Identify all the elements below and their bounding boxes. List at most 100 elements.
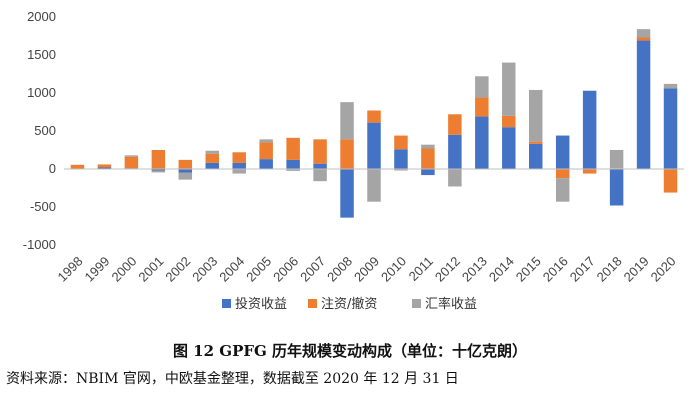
x-tick-label: 2009 (351, 254, 382, 285)
bar-1999-注资/撤资 (97, 164, 112, 168)
bar-2009-注资/撤资 (367, 110, 381, 123)
y-tick-label: 1000 (27, 85, 56, 100)
bar-2005-注资/撤资 (259, 142, 273, 160)
bar-2019-注资/撤资 (636, 37, 651, 41)
bar-2004-投资收益 (232, 162, 246, 169)
bar-2018-汇率收益 (609, 150, 624, 169)
bar-2020-注资/撤资 (663, 169, 678, 193)
bar-2010-注资/撤资 (394, 135, 408, 150)
legend-label: 投资收益 (235, 296, 287, 312)
figure-caption: 图 12 GPFG 历年规模变动构成（单位：十亿克朗） (172, 342, 528, 360)
x-tick-label: 2015 (513, 254, 544, 285)
source-note: 资料来源：NBIM 官网，中欧基金整理，数据截至 2020 年 12 月 31 … (6, 371, 459, 387)
y-tick-label: 2000 (27, 9, 56, 24)
bar-2015-注资/撤资 (529, 141, 543, 144)
bar-2003-注资/撤资 (205, 153, 219, 163)
bar-2020-投资收益 (663, 88, 678, 169)
bar-2014-注资/撤资 (502, 115, 516, 128)
bar-2017-注资/撤资 (582, 169, 597, 174)
x-tick-label: 2012 (432, 254, 463, 285)
bar-2006-注资/撤资 (286, 137, 300, 160)
bar-2012-汇率收益 (448, 169, 462, 187)
x-tick-label: 2020 (648, 254, 679, 285)
x-tick-label: 1998 (55, 254, 86, 285)
x-tick-label: 2005 (243, 254, 274, 285)
x-tick-label: 1999 (81, 254, 112, 285)
bar-2001-汇率收益 (151, 170, 166, 173)
legend-label: 注资/撤资 (321, 296, 377, 312)
bar-2005-投资收益 (259, 159, 273, 169)
y-tick-label: 500 (34, 123, 56, 138)
x-tick-label: 2000 (108, 254, 139, 285)
y-tick-label: -1000 (23, 237, 56, 252)
bar-2014-汇率收益 (502, 62, 516, 116)
bar-2017-投资收益 (582, 90, 597, 169)
bar-2015-汇率收益 (529, 89, 543, 142)
bar-2013-注资/撤资 (475, 97, 489, 117)
x-tick-label: 2018 (594, 254, 625, 285)
bar-2014-投资收益 (502, 127, 516, 169)
x-tick-label: 2003 (189, 254, 220, 285)
bar-2012-注资/撤资 (448, 114, 462, 135)
bar-2011-投资收益 (421, 169, 435, 176)
x-tick-label: 2010 (378, 254, 409, 285)
bar-2016-注资/撤资 (555, 169, 570, 179)
bar-1998-注资/撤资 (70, 164, 85, 169)
bar-2003-汇率收益 (205, 150, 219, 154)
x-tick-label: 2017 (567, 254, 598, 285)
bar-2010-投资收益 (394, 149, 408, 169)
bar-2011-汇率收益 (421, 144, 435, 149)
bar-2004-汇率收益 (232, 169, 246, 174)
bar-2008-注资/撤资 (340, 139, 354, 169)
y-tick-label: 1500 (27, 47, 56, 62)
x-tick-label: 2004 (216, 254, 247, 285)
x-tick-label: 2014 (486, 254, 517, 285)
x-tick-label: 2002 (162, 254, 193, 285)
bar-2006-汇率收益 (286, 169, 300, 171)
x-tick-label: 2007 (297, 254, 328, 285)
bar-2005-汇率收益 (259, 139, 273, 143)
bar-2010-汇率收益 (394, 169, 408, 171)
legend-label: 汇率收益 (425, 296, 477, 312)
y-tick-label: -500 (30, 199, 56, 214)
bar-2019-汇率收益 (636, 29, 651, 38)
bar-2007-投资收益 (313, 163, 327, 169)
legend-swatch-汇率收益 (412, 299, 421, 308)
bar-2019-投资收益 (636, 40, 651, 170)
bar-2007-注资/撤资 (313, 139, 327, 164)
bar-2009-汇率收益 (367, 169, 381, 202)
bar-2002-注资/撤资 (178, 159, 193, 169)
bar-2011-注资/撤资 (421, 148, 435, 169)
bar-2002-投资收益 (178, 169, 193, 173)
bar-2016-投资收益 (555, 135, 570, 169)
bar-2016-汇率收益 (555, 178, 570, 202)
bar-2001-投资收益 (151, 169, 166, 171)
x-tick-label: 2019 (621, 254, 652, 285)
y-tick-label: 0 (49, 161, 56, 176)
bar-2001-注资/撤资 (151, 150, 166, 169)
bar-2007-汇率收益 (313, 169, 327, 182)
bar-2013-汇率收益 (475, 76, 489, 98)
x-tick-label: 2016 (540, 254, 571, 285)
bar-2018-投资收益 (609, 169, 624, 206)
x-tick-label: 2013 (459, 254, 490, 285)
legend-swatch-注资/撤资 (308, 299, 317, 308)
bar-2000-汇率收益 (124, 155, 139, 157)
bar-1999-投资收益 (97, 167, 112, 169)
bar-2006-投资收益 (286, 159, 300, 169)
bar-2009-投资收益 (367, 122, 381, 169)
bar-2012-投资收益 (448, 134, 462, 169)
bar-2008-投资收益 (340, 169, 354, 218)
bar-2002-汇率收益 (178, 172, 193, 180)
bar-2013-投资收益 (475, 116, 489, 169)
bar-2004-注资/撤资 (232, 152, 246, 163)
bar-2008-汇率收益 (340, 102, 354, 140)
bar-2015-投资收益 (529, 143, 543, 169)
chart: -1000-5000500100015002000199819992000200… (23, 9, 684, 312)
x-tick-label: 2008 (324, 254, 355, 285)
legend-swatch-投资收益 (222, 299, 231, 308)
x-tick-label: 2001 (135, 254, 166, 285)
bar-2000-注资/撤资 (124, 156, 139, 169)
x-tick-label: 2011 (406, 254, 436, 284)
bar-2003-投资收益 (205, 162, 219, 169)
